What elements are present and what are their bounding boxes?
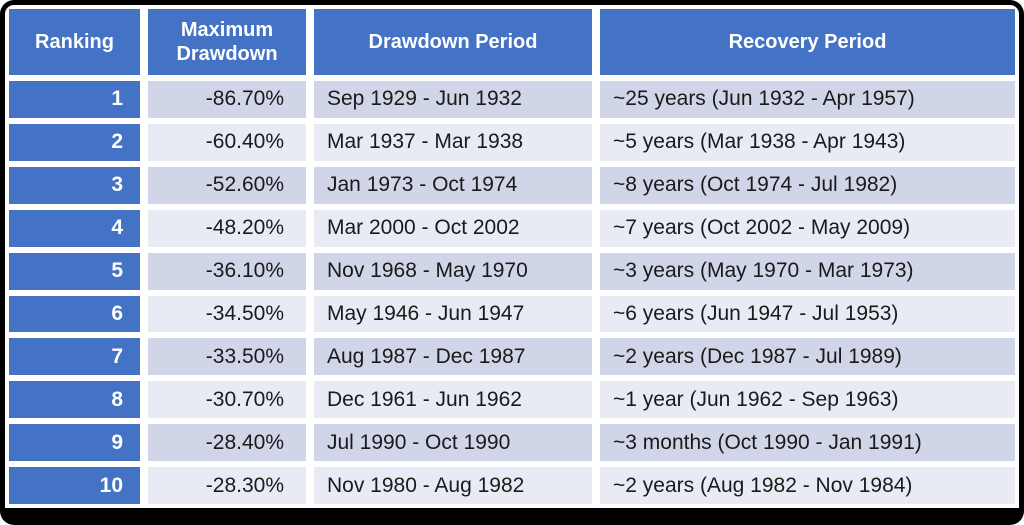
max-drawdown-cell: -36.10% [148,252,306,290]
drawdown-period-cell: Mar 2000 - Oct 2002 [314,209,592,247]
recovery-period-cell: ~25 years (Jun 1932 - Apr 1957) [600,81,1015,118]
column-header-drawdown-period: Drawdown Period [314,9,592,75]
ranking-cell: 3 [9,166,140,204]
recovery-period-cell: ~2 years (Aug 1982 - Nov 1984) [600,467,1015,504]
drawdown-period-cell: Aug 1987 - Dec 1987 [314,338,592,376]
max-drawdown-cell: -33.50% [148,338,306,376]
max-drawdown-cell: -30.70% [148,381,306,419]
recovery-period-cell: ~1 year (Jun 1962 - Sep 1963) [600,381,1015,419]
max-drawdown-cell: -86.70% [148,81,306,118]
ranking-cell: 5 [9,252,140,290]
recovery-period-cell: ~6 years (Jun 1947 - Jul 1953) [600,295,1015,333]
drawdown-period-cell: Nov 1980 - Aug 1982 [314,467,592,504]
drawdown-period-cell: May 1946 - Jun 1947 [314,295,592,333]
max-drawdown-cell: -28.30% [148,467,306,504]
recovery-period-cell: ~3 months (Oct 1990 - Jan 1991) [600,424,1015,462]
drawdown-period-cell: Jul 1990 - Oct 1990 [314,424,592,462]
drawdown-period-cell: Dec 1961 - Jun 1962 [314,381,592,419]
recovery-period-cell: ~8 years (Oct 1974 - Jul 1982) [600,166,1015,204]
ranking-cell: 1 [9,81,140,118]
max-drawdown-cell: -28.40% [148,424,306,462]
max-drawdown-cell: -60.40% [148,123,306,161]
max-drawdown-cell: -52.60% [148,166,306,204]
max-drawdown-cell: -34.50% [148,295,306,333]
recovery-period-cell: ~5 years (Mar 1938 - Apr 1943) [600,123,1015,161]
ranking-cell: 8 [9,381,140,419]
ranking-cell: 2 [9,123,140,161]
recovery-period-cell: ~2 years (Dec 1987 - Jul 1989) [600,338,1015,376]
column-header-maximum-drawdown: Maximum Drawdown [148,9,306,75]
column-header-recovery-period: Recovery Period [600,9,1015,75]
drawdown-period-cell: Mar 1937 - Mar 1938 [314,123,592,161]
drawdown-period-cell: Nov 1968 - May 1970 [314,252,592,290]
ranking-cell: 4 [9,209,140,247]
max-drawdown-cell: -48.20% [148,209,306,247]
ranking-cell: 10 [9,467,140,504]
recovery-period-cell: ~7 years (Oct 2002 - May 2009) [600,209,1015,247]
column-header-ranking: Ranking [9,9,140,75]
ranking-cell: 9 [9,424,140,462]
drawdown-table: Ranking Maximum Drawdown Drawdown Period… [9,9,1015,504]
ranking-cell: 7 [9,338,140,376]
drawdown-period-cell: Jan 1973 - Oct 1974 [314,166,592,204]
drawdown-period-cell: Sep 1929 - Jun 1932 [314,81,592,118]
recovery-period-cell: ~3 years (May 1970 - Mar 1973) [600,252,1015,290]
ranking-cell: 6 [9,295,140,333]
